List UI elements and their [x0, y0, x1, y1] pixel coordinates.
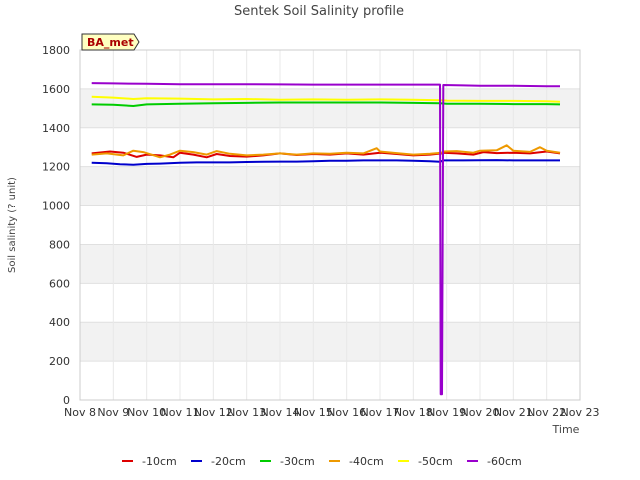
y-tick-label: 1600 — [42, 83, 70, 96]
x-tick-label: Nov 12 — [194, 406, 233, 419]
series-line-neg40cm — [91, 144, 561, 159]
legend-label: -10cm — [142, 455, 177, 468]
series-group — [91, 82, 561, 396]
x-axis-label: Time — [552, 423, 580, 436]
series-line-neg20cm — [91, 159, 560, 166]
y-axis-label: Soil salinity (? unit) — [7, 177, 18, 273]
legend-label: -30cm — [280, 455, 315, 468]
y-tick-labels: 0 200 400 600 800 1000 1200 1400 1600 1800 — [42, 44, 70, 407]
x-tick-label: Nov 13 — [227, 406, 266, 419]
series-line-neg50cm — [91, 95, 561, 103]
x-tick-label: Nov 17 — [361, 406, 400, 419]
series-line-neg60cm — [91, 82, 560, 396]
y-tick-label: 1800 — [42, 44, 70, 57]
plot-band — [80, 322, 580, 362]
x-tick-label: Nov 9 — [97, 406, 129, 419]
x-tick-label: Nov 21 — [494, 406, 533, 419]
y-tick-label: 800 — [49, 238, 70, 251]
chart-title: Sentek Soil Salinity profile — [234, 4, 404, 19]
badge-label: BA_met — [87, 36, 134, 49]
grid-lines — [79, 49, 581, 401]
x-tick-label: Nov 18 — [394, 406, 433, 419]
x-tick-label: Nov 20 — [461, 406, 500, 419]
x-tick-label: Nov 23 — [561, 406, 600, 419]
badge-shape — [81, 33, 140, 51]
y-tick-label: 1400 — [42, 122, 70, 135]
plot-frame — [79, 49, 581, 401]
y-tick-label: 200 — [49, 355, 70, 368]
plot-bands — [80, 88, 580, 362]
plot-band — [80, 166, 580, 206]
x-tick-label: Nov 8 — [64, 406, 96, 419]
x-tick-label: Nov 11 — [161, 406, 200, 419]
series-line-neg30cm — [91, 101, 561, 107]
plot-band — [80, 88, 580, 128]
legend: -10cm -20cm -30cm -40cm -50cm -60cm — [122, 455, 522, 468]
y-tick-label: 600 — [49, 277, 70, 290]
legend-label: -20cm — [211, 455, 246, 468]
legend-label: -60cm — [487, 455, 522, 468]
y-tick-label: 0 — [63, 394, 70, 407]
x-tick-label: Nov 15 — [294, 406, 333, 419]
x-tick-label: Nov 16 — [327, 406, 366, 419]
site-badge: BA_met — [81, 33, 140, 51]
plot-band — [80, 244, 580, 284]
x-tick-label: Nov 10 — [127, 406, 166, 419]
x-tick-label: Nov 19 — [427, 406, 466, 419]
y-tick-label: 1000 — [42, 200, 70, 213]
y-tick-label: 400 — [49, 316, 70, 329]
x-tick-label: Nov 22 — [527, 406, 566, 419]
x-tick-label: Nov 14 — [261, 406, 300, 419]
legend-label: -40cm — [349, 455, 384, 468]
y-tick-label: 1200 — [42, 161, 70, 174]
legend-label: -50cm — [418, 455, 453, 468]
